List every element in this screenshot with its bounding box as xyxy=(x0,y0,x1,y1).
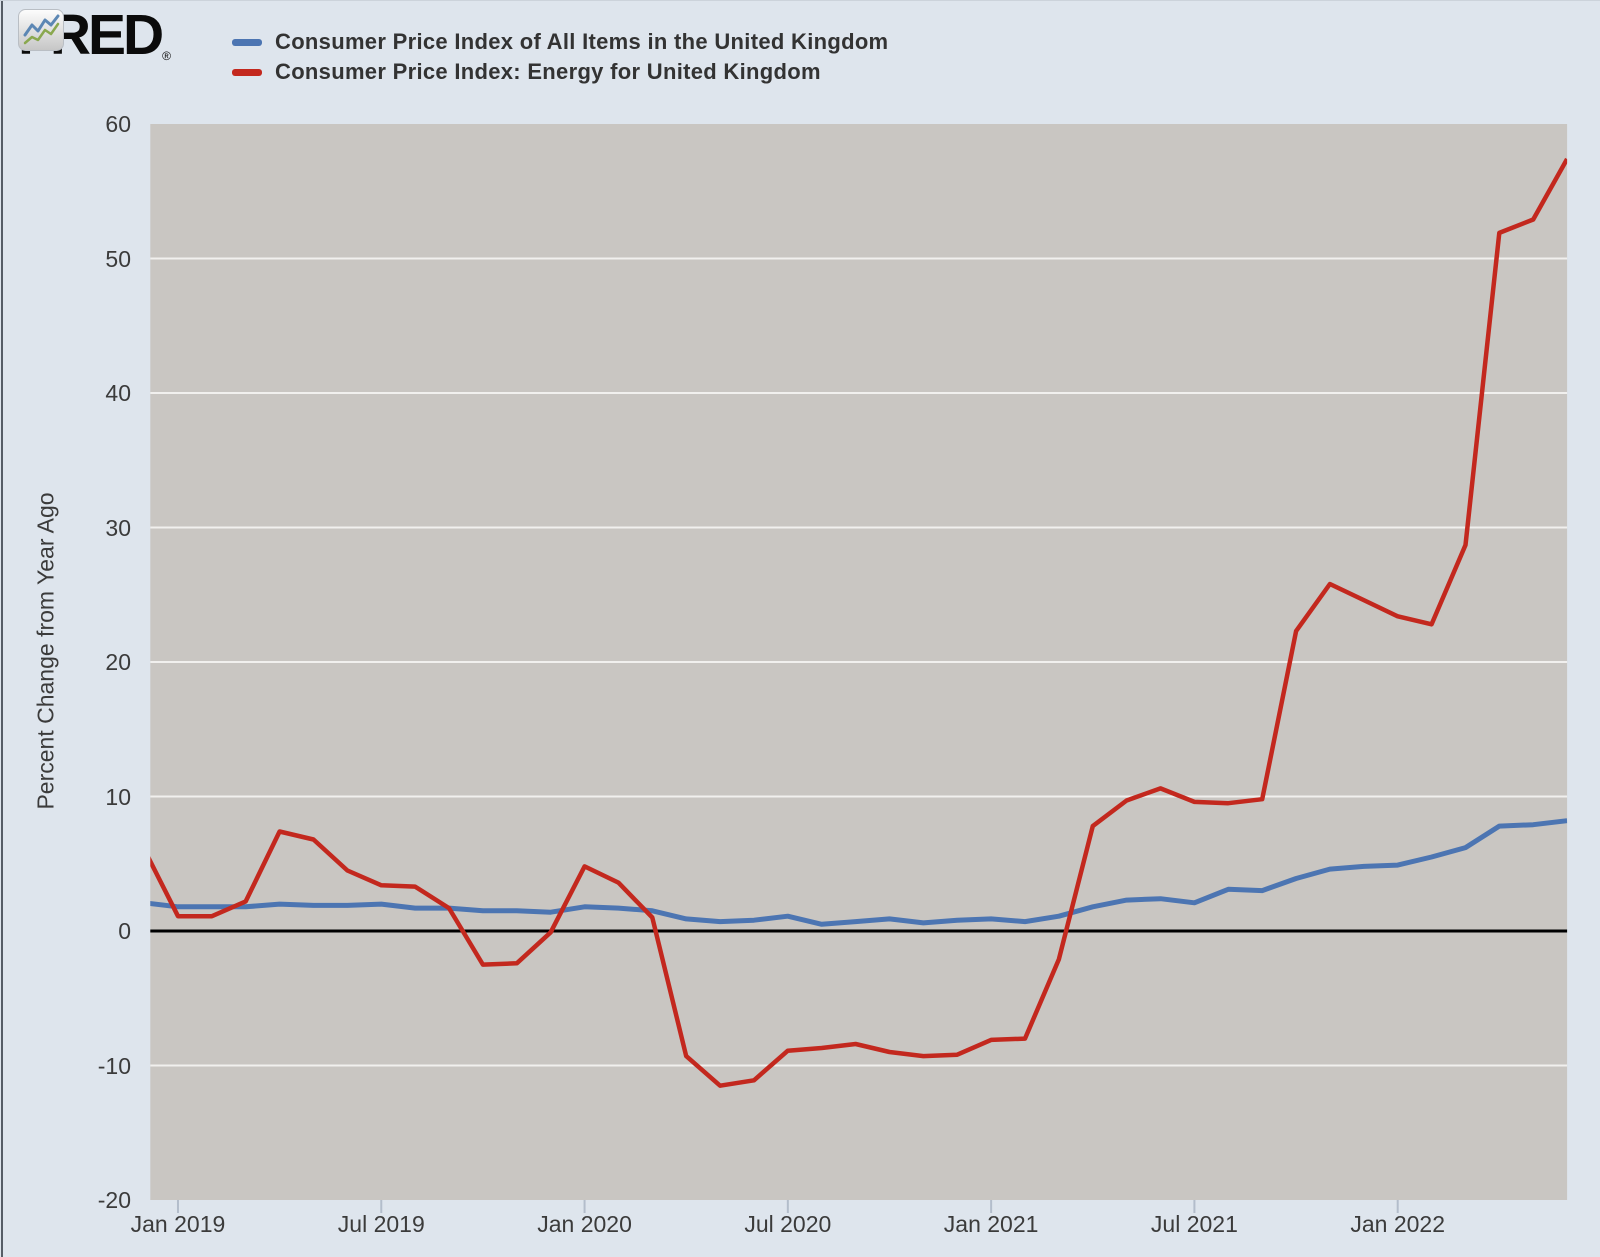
registered-mark: ® xyxy=(162,49,172,63)
legend: Consumer Price Index of All Items in the… xyxy=(232,27,888,87)
x-tick-label-1: Jul 2019 xyxy=(337,1211,425,1237)
y-tick-label-10: 10 xyxy=(105,783,131,810)
x-tick-label-2: Jan 2020 xyxy=(537,1211,632,1237)
y-tick-label--20: -20 xyxy=(97,1187,131,1213)
legend-item-energy: Consumer Price Index: Energy for United … xyxy=(232,57,888,87)
legend-item-all-items: Consumer Price Index of All Items in the… xyxy=(232,27,888,57)
y-tick-label-0: 0 xyxy=(118,918,131,944)
y-tick-label-60: 60 xyxy=(105,111,131,137)
line-series-all-items xyxy=(150,818,1568,927)
x-tick-label-4: Jan 2021 xyxy=(943,1211,1039,1237)
fred-logo: FRED ® xyxy=(18,7,181,64)
legend-swatch-energy xyxy=(232,68,262,76)
x-tick-label-3: Jul 2020 xyxy=(744,1211,832,1237)
legend-label-energy: Consumer Price Index: Energy for United … xyxy=(275,59,821,84)
x-tick-label-0: Jan 2019 xyxy=(130,1211,226,1237)
x-tick-label-5: Jul 2021 xyxy=(1150,1211,1238,1237)
legend-label-all-items: Consumer Price Index of All Items in the… xyxy=(275,29,889,54)
legend-swatch-all-items xyxy=(232,38,262,46)
y-tick-label-30: 30 xyxy=(105,514,131,541)
y-tick-label-50: 50 xyxy=(105,245,131,272)
y-tick-label-40: 40 xyxy=(105,380,131,406)
x-tick-label-6: Jan 2022 xyxy=(1350,1211,1445,1237)
line-series-energy xyxy=(150,157,1568,1088)
window-edge-line xyxy=(1,1,3,1257)
y-tick-label-20: 20 xyxy=(105,649,131,675)
y-tick-label--10: -10 xyxy=(97,1052,131,1079)
